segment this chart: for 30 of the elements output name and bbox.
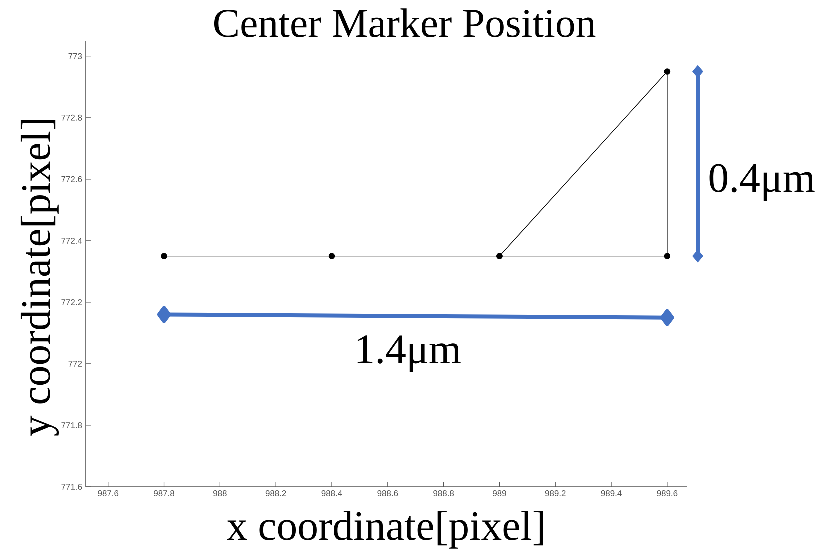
point xyxy=(161,253,168,260)
y-tick-label: 771.6 xyxy=(62,484,82,490)
y-axis-title: y coordinate[pixel] xyxy=(20,120,60,436)
chart-title: Center Marker Position xyxy=(214,8,596,38)
x-tick-label: 989 xyxy=(493,490,506,497)
x-tick-label: 987.8 xyxy=(154,490,174,497)
y-tick-label: 772.2 xyxy=(62,299,82,306)
point xyxy=(328,253,336,260)
y-tick-label: 772.8 xyxy=(62,114,82,121)
y-tick-label: 772.6 xyxy=(62,176,82,182)
point xyxy=(664,253,671,260)
x-tick-label: 988.8 xyxy=(434,490,454,497)
series-label: 1.4μm xyxy=(358,336,461,372)
x-tick-label: 989.4 xyxy=(601,490,622,497)
y-tick-label: 771.8 xyxy=(62,422,82,428)
x-tick-label: 989.2 xyxy=(545,490,566,497)
x-axis-title: x coordinate[pixel] xyxy=(227,510,544,549)
y-tick-label: 772.4 xyxy=(62,238,82,244)
point xyxy=(157,306,172,324)
point xyxy=(660,309,674,326)
x-tick-label: 989.6 xyxy=(657,490,678,497)
x-tick-label: 988.6 xyxy=(378,490,398,497)
x-tick-label: 988 xyxy=(214,490,227,497)
point xyxy=(664,68,671,75)
x-tick-label: 987.6 xyxy=(98,490,119,497)
x-tick-label: 988.4 xyxy=(322,490,342,497)
x-tick-label: 988.2 xyxy=(266,490,286,497)
y-tick-label: 772 xyxy=(68,361,82,367)
text: 0.4μm xyxy=(710,164,815,201)
y-tick-label: 773 xyxy=(68,53,82,60)
